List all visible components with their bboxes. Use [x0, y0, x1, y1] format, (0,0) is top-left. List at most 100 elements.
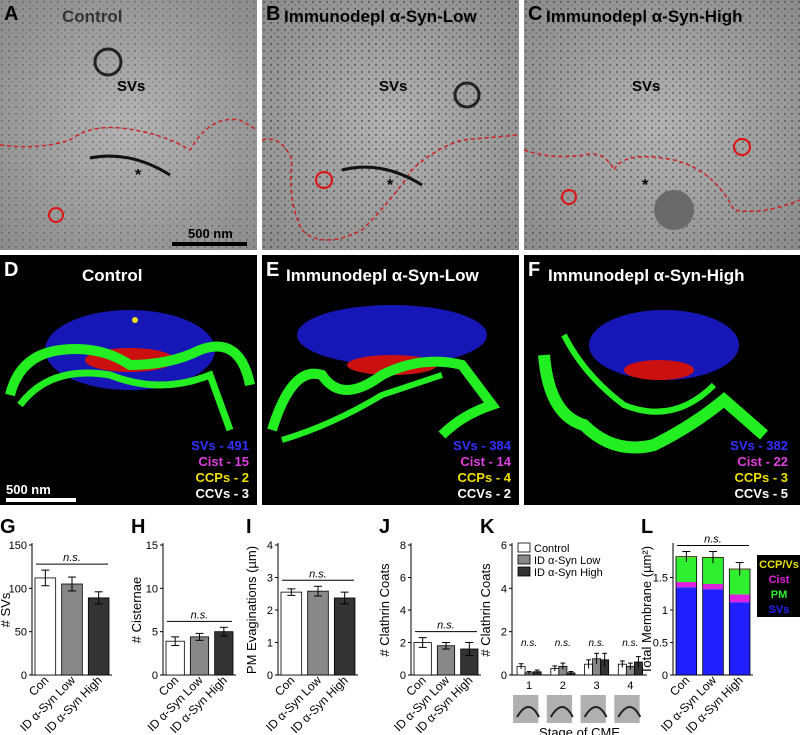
recon-panel-e: E Immunodepl α-Syn-Low SVs - 384 Cist - …	[262, 255, 519, 505]
scale-bar-d	[6, 498, 76, 502]
legend-swatch-k	[517, 554, 531, 565]
y-label-i: PM Evaginations (µm)	[244, 546, 259, 674]
y-tick-label-i: 1	[267, 638, 273, 650]
y-tick-label-j: 6	[400, 573, 406, 585]
svg-text:*: *	[642, 177, 649, 194]
cme-stage-shape	[617, 706, 642, 718]
scale-label-d: 500 nm	[6, 482, 51, 497]
y-tick-label-i: 4	[267, 540, 273, 552]
stack-pm-0	[676, 557, 697, 583]
stack-svs-2	[729, 602, 750, 675]
ns-label-k: n.s.	[555, 638, 571, 649]
y-tick-label-g: 50	[15, 627, 27, 639]
panel-letter-g: G	[0, 516, 16, 538]
bar-i-0	[280, 591, 303, 676]
y-tick-label-j: 4	[400, 605, 406, 617]
sv-label-c: SVs	[632, 78, 661, 95]
x-tick-label-k: 3	[594, 680, 600, 692]
bar-h-0	[165, 640, 185, 676]
panel-letter-k: K	[480, 516, 495, 538]
sv-label-b: SVs	[379, 78, 408, 95]
y-tick-label-g: 100	[9, 583, 27, 595]
ns-label-l: n.s.	[704, 534, 722, 546]
x-tick-label-k: 4	[627, 680, 633, 692]
panel-title-a: Control	[62, 7, 123, 26]
y-tick-label-i: 2	[267, 605, 273, 617]
stack-cist-0	[676, 582, 697, 588]
svg-text:*: *	[135, 167, 142, 184]
y-tick-label-k: 4	[501, 583, 507, 595]
svg-text:*: *	[387, 177, 394, 194]
y-tick-label-j: 2	[400, 638, 406, 650]
y-tick-label-h: 5	[152, 627, 158, 639]
y-tick-label-l: 1	[662, 605, 668, 617]
count-ccvs-d: CCVs - 3	[195, 486, 249, 501]
y-tick-label-k: 6	[501, 540, 507, 552]
recon-image-f	[538, 310, 768, 454]
panel-letter-j: J	[379, 516, 390, 538]
y-tick-label-l: 1.5	[653, 573, 668, 585]
panel-letter-f: F	[528, 259, 541, 281]
scale-bar-a	[172, 242, 247, 246]
y-label-l: Total Membrane (µm²)	[639, 546, 654, 674]
count-cist-d: Cist - 15	[198, 454, 249, 469]
recon-panel-f: F Immunodepl α-Syn-High SVs - 382 Cist -…	[524, 255, 800, 505]
ns-label-k: n.s.	[622, 638, 638, 649]
bar-i-2	[333, 597, 356, 676]
stack-cist-2	[729, 594, 750, 603]
bar-j-1	[436, 645, 456, 676]
count-ccvs-f: CCVs - 5	[734, 486, 788, 501]
y-tick-label-g: 0	[21, 670, 27, 682]
bar-i-1	[307, 590, 329, 676]
stack-pm-2	[729, 569, 750, 595]
stack-svs-0	[676, 587, 697, 675]
count-svs-f: SVs - 382	[730, 438, 788, 453]
ns-label-i: n.s.	[309, 568, 327, 580]
panel-title-c: Immunodepl α-Syn-High	[546, 7, 743, 26]
legend-box-l	[757, 555, 800, 617]
panel-letter-d: D	[4, 259, 19, 281]
y-label-k: # Clathrin Coats	[478, 563, 493, 657]
em-panel-a: * A Control SVs 500 nm	[0, 0, 257, 250]
legend-label-k: Control	[534, 543, 569, 555]
panel-title-e: Immunodepl α-Syn-Low	[286, 266, 479, 285]
ns-label-k: n.s.	[589, 638, 605, 649]
scale-label-a: 500 nm	[188, 226, 233, 241]
ns-label-h: n.s.	[191, 609, 209, 621]
y-label-g: # SVs	[0, 592, 13, 627]
y-tick-label-j: 8	[400, 540, 406, 552]
recon-panel-d: D Control SVs - 491 Cist - 15 CCPs - 2 C…	[0, 255, 257, 505]
count-ccps-e: CCPs - 4	[457, 470, 511, 485]
count-svs-d: SVs - 491	[191, 438, 249, 453]
y-tick-label-i: 0	[267, 670, 273, 682]
y-tick-label-k: 2	[501, 627, 507, 639]
recon-image-e	[267, 305, 501, 443]
count-cist-e: Cist - 14	[460, 454, 511, 469]
panel-letter-e: E	[266, 259, 280, 281]
y-tick-label-l: 0	[662, 670, 668, 682]
cme-stage-shape	[516, 706, 540, 718]
panel-letter-h: H	[131, 516, 145, 538]
legend-swatch-k	[517, 566, 531, 577]
bar-g-2	[87, 597, 110, 676]
em-panel-c: * C Immunodepl α-Syn-High SVs	[524, 0, 800, 250]
em-image-c: *	[524, 0, 800, 250]
sv-label-a: SVs	[117, 78, 146, 95]
count-ccps-f: CCPs - 3	[734, 470, 788, 485]
panel-title-b: Immunodepl α-Syn-Low	[284, 7, 477, 26]
ns-label-k: n.s.	[521, 638, 537, 649]
y-tick-label-h: 0	[152, 670, 158, 682]
em-image-a: *	[0, 0, 257, 250]
stack-pm-1	[702, 558, 724, 584]
y-tick-label-h: 10	[146, 583, 158, 595]
count-ccps-d: CCPs - 2	[195, 470, 249, 485]
stack-svs-1	[702, 589, 724, 675]
count-ccvs-e: CCVs - 2	[457, 486, 511, 501]
x-tick-label-k: 1	[526, 680, 532, 692]
y-tick-label-h: 15	[146, 540, 158, 552]
bar-g-1	[61, 583, 83, 676]
y-tick-label-l: 0.5	[653, 638, 668, 650]
legend-swatch-k	[517, 542, 531, 553]
legend-label-l-svs: SVs	[769, 604, 790, 616]
